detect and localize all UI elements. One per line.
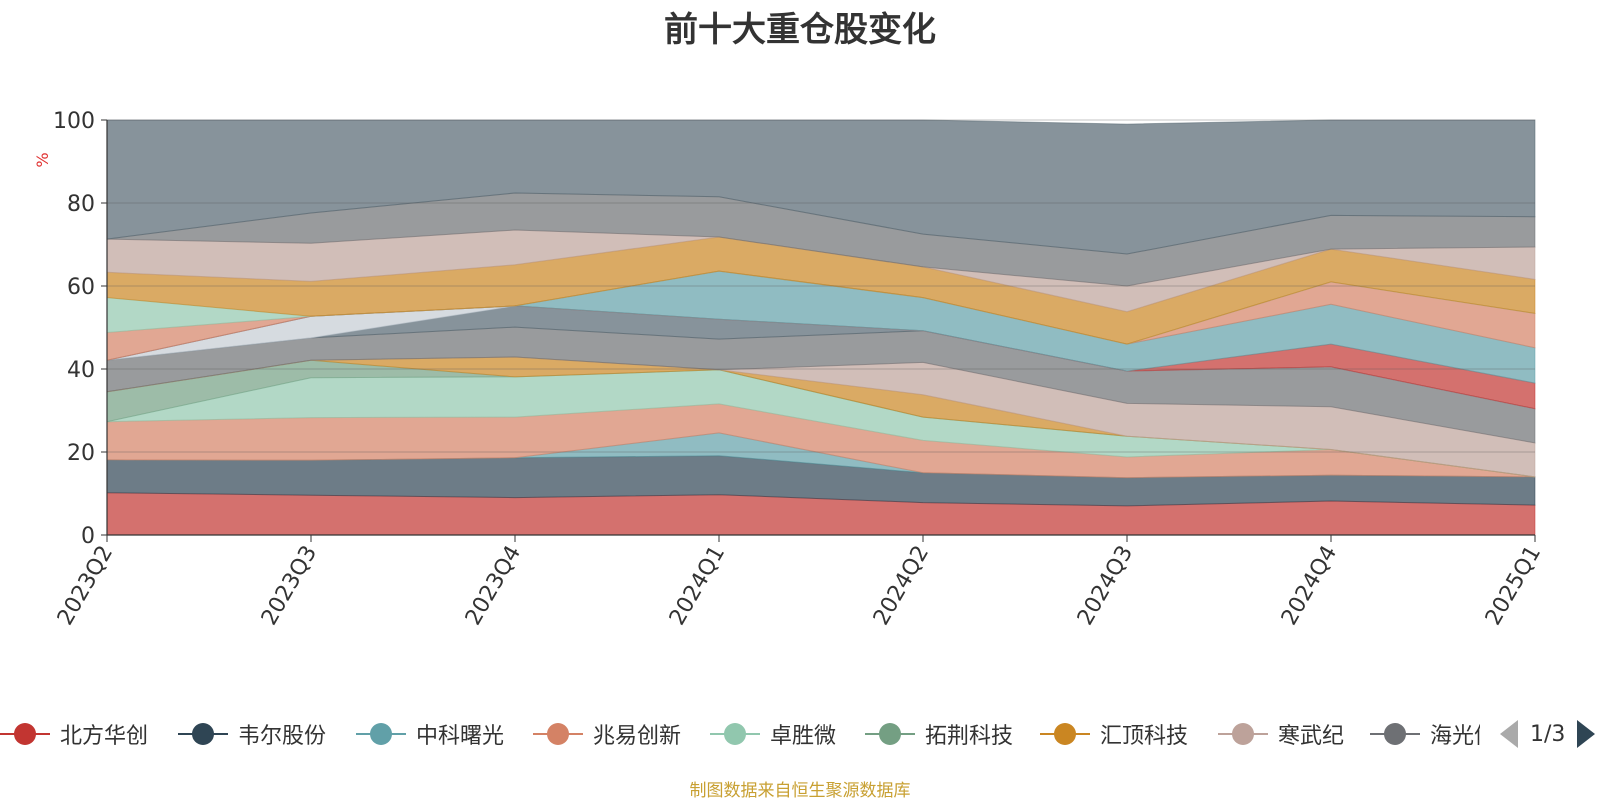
legend-pager: 1/3 bbox=[1500, 716, 1596, 752]
area-series-18 bbox=[106, 119, 1536, 255]
axes bbox=[106, 120, 1535, 536]
y-tick-label-4: 80 bbox=[67, 192, 95, 217]
y-tick-label-5: 100 bbox=[53, 109, 95, 134]
legend-label: 寒武纪 bbox=[1278, 724, 1345, 749]
y-axis-label: % bbox=[33, 152, 52, 167]
legend-item-1[interactable]: 韦尔股份 bbox=[178, 716, 326, 752]
legend-label: 兆易创新 bbox=[593, 724, 682, 749]
x-tick-label-5: 2024Q3 bbox=[1073, 542, 1138, 630]
legend-marker-icon bbox=[533, 719, 583, 749]
source-note: 制图数据来自恒生聚源数据库 bbox=[689, 781, 911, 801]
legend-marker-icon bbox=[1218, 719, 1268, 749]
legend-label: 卓胜微 bbox=[770, 724, 837, 749]
legend-next-page-button[interactable] bbox=[1577, 720, 1596, 748]
legend-item-8[interactable]: 海光信息 bbox=[1370, 716, 1480, 752]
legend-marker-icon bbox=[0, 719, 50, 749]
legend-prev-page-button[interactable] bbox=[1500, 720, 1518, 748]
legend-marker-icon bbox=[356, 719, 406, 749]
legend-label: 韦尔股份 bbox=[238, 724, 327, 749]
legend-item-0[interactable]: 北方华创 bbox=[0, 716, 148, 752]
series-areas bbox=[106, 119, 1536, 536]
y-tick-label-0: 0 bbox=[81, 524, 95, 549]
legend-page-indicator: 1/3 bbox=[1530, 721, 1566, 747]
legend-label: 海光信息 bbox=[1430, 724, 1480, 749]
legend-item-2[interactable]: 中科曙光 bbox=[356, 716, 504, 752]
legend-marker-icon bbox=[710, 719, 760, 749]
y-tick-label-3: 60 bbox=[67, 275, 95, 300]
x-tick-label-7: 2025Q1 bbox=[1481, 542, 1546, 630]
legend-label: 拓荆科技 bbox=[925, 724, 1014, 749]
chart-title: 前十大重仓股变化 bbox=[664, 10, 936, 50]
legend-label: 北方华创 bbox=[60, 724, 149, 749]
x-tick-label-3: 2024Q1 bbox=[665, 542, 730, 630]
legend-item-5[interactable]: 拓荆科技 bbox=[865, 716, 1013, 752]
x-tick-label-6: 2024Q4 bbox=[1277, 542, 1342, 630]
legend-marker-icon bbox=[1040, 719, 1090, 749]
x-tick-label-2: 2023Q4 bbox=[461, 542, 526, 630]
legend-item-4[interactable]: 卓胜微 bbox=[710, 716, 836, 752]
x-tick-label-0: 2023Q2 bbox=[53, 542, 118, 630]
legend-marker-icon bbox=[178, 719, 228, 749]
x-tick-label-4: 2024Q2 bbox=[869, 542, 934, 630]
legend-label: 汇顶科技 bbox=[1100, 724, 1189, 749]
legend-item-6[interactable]: 汇顶科技 bbox=[1040, 716, 1188, 752]
x-axis-ticks: 2023Q2 2023Q3 2023Q4 2024Q1 2024Q2 2024Q3 2024… bbox=[53, 535, 1546, 630]
legend-item-7[interactable]: 寒武纪 bbox=[1218, 716, 1344, 752]
legend: 北方华创 韦尔股份 中科曙光 兆易创新 卓胜微 拓荆科技 汇顶科技 寒武纪 海光信息 bbox=[0, 716, 1600, 752]
legend-item-3[interactable]: 兆易创新 bbox=[533, 716, 681, 752]
y-axis-ticks: 0 20 40 60 80 100 bbox=[53, 109, 107, 549]
legend-viewport: 北方华创 韦尔股份 中科曙光 兆易创新 卓胜微 拓荆科技 汇顶科技 寒武纪 海光信息 bbox=[0, 716, 1480, 752]
x-tick-label-1: 2023Q3 bbox=[257, 542, 322, 630]
legend-label: 中科曙光 bbox=[416, 724, 505, 749]
legend-marker-icon bbox=[865, 719, 915, 749]
y-tick-label-1: 20 bbox=[67, 441, 95, 466]
y-tick-label-2: 40 bbox=[67, 358, 95, 383]
legend-marker-icon bbox=[1370, 719, 1420, 749]
